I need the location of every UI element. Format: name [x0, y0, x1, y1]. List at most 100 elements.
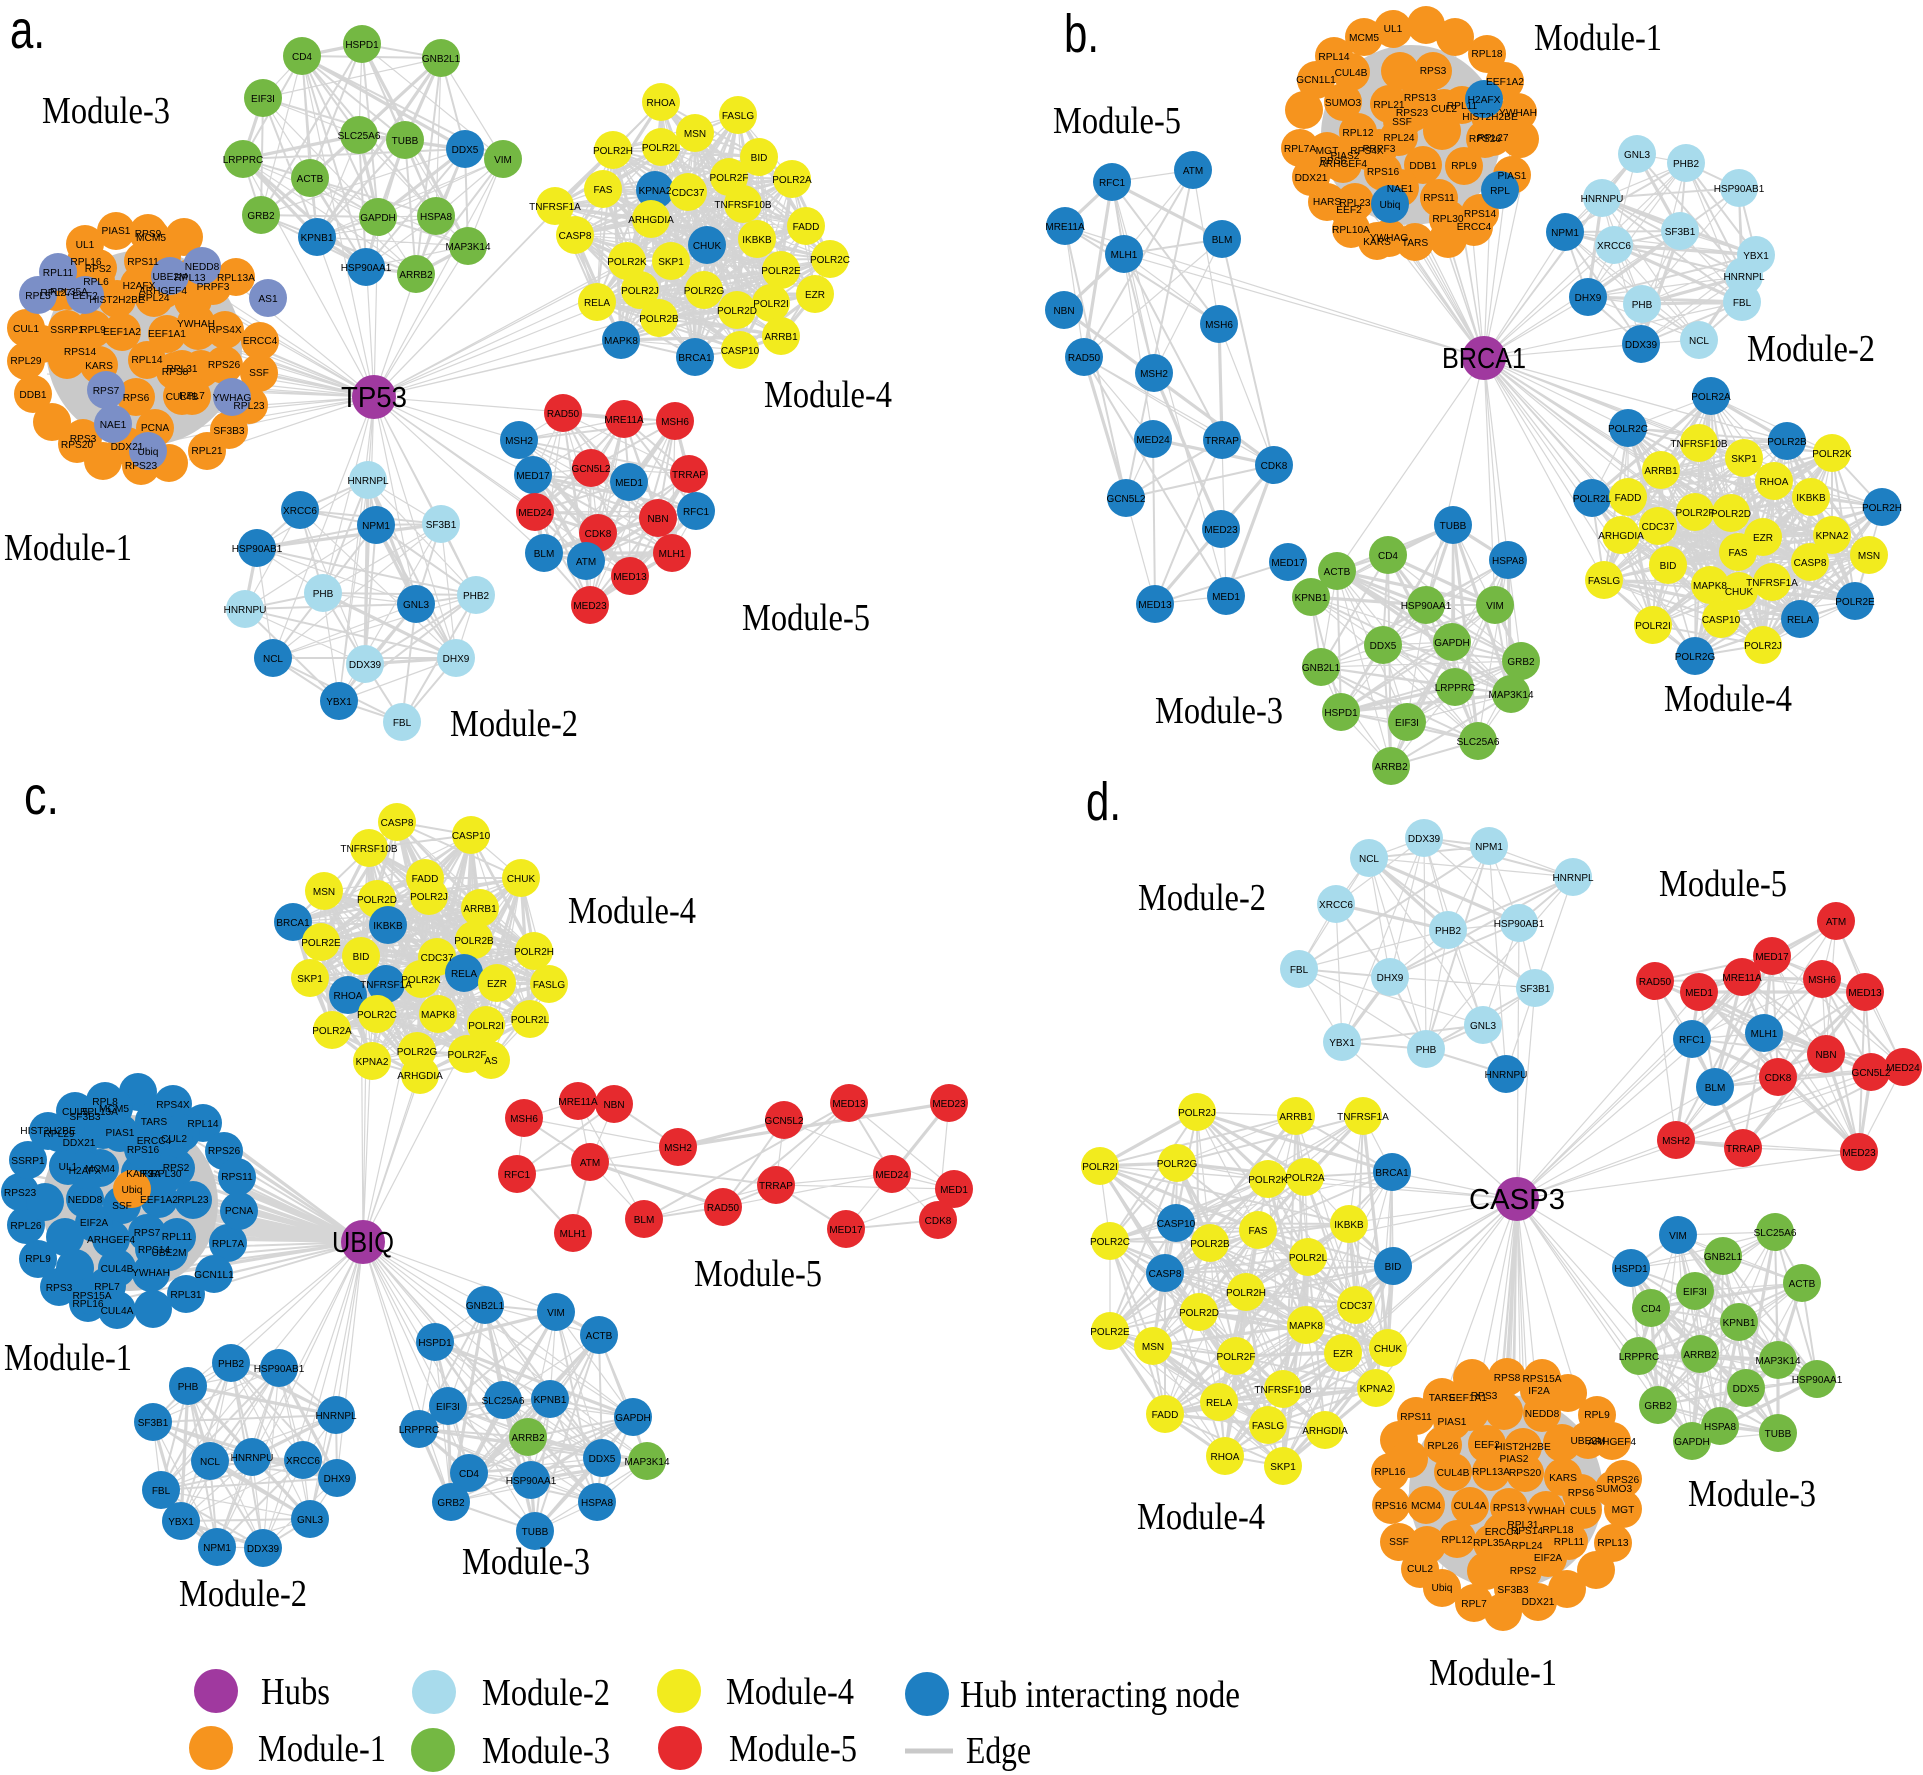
svg-text:SF3B1: SF3B1 — [426, 520, 457, 531]
svg-text:DDX5: DDX5 — [589, 1454, 616, 1465]
svg-text:LRPPRC: LRPPRC — [1435, 683, 1476, 694]
svg-text:BRCA1: BRCA1 — [1375, 1168, 1409, 1179]
svg-text:MLH1: MLH1 — [560, 1229, 587, 1240]
svg-text:HSP90AA1: HSP90AA1 — [1792, 1375, 1843, 1386]
svg-text:GNB2L1: GNB2L1 — [1302, 663, 1341, 674]
svg-text:SF3B1: SF3B1 — [1665, 227, 1696, 238]
svg-text:FADD: FADD — [1152, 1410, 1179, 1421]
svg-text:RPL11: RPL11 — [1447, 101, 1478, 112]
svg-text:DHX9: DHX9 — [1377, 973, 1404, 984]
svg-text:Module-4: Module-4 — [568, 890, 696, 932]
svg-text:TARS: TARS — [1402, 238, 1429, 249]
svg-text:MCM4: MCM4 — [85, 1164, 115, 1175]
svg-text:TARS: TARS — [141, 1117, 168, 1128]
svg-text:RPS11: RPS11 — [1400, 1412, 1432, 1423]
svg-text:MAPK8: MAPK8 — [421, 1010, 455, 1021]
svg-text:PCNA: PCNA — [141, 423, 170, 434]
svg-text:RPL12: RPL12 — [1342, 128, 1373, 139]
svg-text:MAP3K14: MAP3K14 — [1488, 690, 1533, 701]
svg-text:MSH6: MSH6 — [510, 1114, 538, 1125]
svg-text:ARRB1: ARRB1 — [463, 904, 497, 915]
svg-text:MED13: MED13 — [1848, 988, 1882, 999]
svg-text:CASP8: CASP8 — [1794, 558, 1827, 569]
svg-text:POLR2K: POLR2K — [401, 975, 441, 986]
svg-text:HSPA8: HSPA8 — [420, 212, 452, 223]
svg-text:PIAS2: PIAS2 — [1500, 1454, 1529, 1465]
svg-text:MRE11A: MRE11A — [1045, 222, 1085, 233]
svg-text:EIF3I: EIF3I — [1395, 718, 1419, 729]
svg-text:POLR2G: POLR2G — [1157, 1159, 1198, 1170]
svg-text:ARRB2: ARRB2 — [511, 1433, 545, 1444]
svg-text:YBX1: YBX1 — [1743, 251, 1769, 262]
svg-text:YWHAH: YWHAH — [132, 1268, 170, 1279]
svg-text:Module-5: Module-5 — [742, 597, 870, 639]
svg-text:HSP90AA1: HSP90AA1 — [341, 263, 392, 274]
svg-text:YWHAH: YWHAH — [1499, 108, 1537, 119]
svg-text:HSP90AB1: HSP90AB1 — [1714, 184, 1765, 195]
svg-text:SF3B3: SF3B3 — [69, 1112, 100, 1123]
svg-text:MED23: MED23 — [932, 1099, 966, 1110]
svg-text:ARHGEF4: ARHGEF4 — [139, 286, 187, 297]
svg-text:FASLG: FASLG — [722, 111, 754, 122]
svg-text:POLR2F: POLR2F — [448, 1050, 487, 1061]
svg-text:HIST2H2BE: HIST2H2BE — [20, 1126, 76, 1137]
svg-text:CDC37: CDC37 — [1340, 1301, 1373, 1312]
svg-text:RPS14: RPS14 — [138, 1245, 171, 1256]
svg-text:ARRB2: ARRB2 — [1683, 1350, 1717, 1361]
svg-text:TNFRSF10B: TNFRSF10B — [1254, 1385, 1312, 1396]
svg-text:DHX9: DHX9 — [324, 1474, 351, 1485]
svg-text:ARHGDIA: ARHGDIA — [397, 1071, 443, 1082]
svg-text:RPL24: RPL24 — [138, 293, 169, 304]
svg-text:FASLG: FASLG — [1588, 576, 1620, 587]
svg-text:LRPPRC: LRPPRC — [1619, 1352, 1660, 1363]
svg-text:H2AFX: H2AFX — [123, 281, 156, 292]
svg-text:Module-1: Module-1 — [258, 1728, 386, 1770]
svg-text:EEF1A1: EEF1A1 — [1449, 1393, 1487, 1404]
svg-text:PIAS2: PIAS2 — [1331, 151, 1360, 162]
svg-text:MCM5: MCM5 — [136, 233, 166, 244]
svg-text:RFC1: RFC1 — [683, 507, 710, 518]
svg-text:NPM1: NPM1 — [203, 1543, 231, 1554]
svg-text:SLC25A6: SLC25A6 — [482, 1396, 525, 1407]
svg-text:EZR: EZR — [805, 290, 825, 301]
svg-text:EIF3I: EIF3I — [436, 1402, 460, 1413]
svg-text:PIAS1: PIAS1 — [1438, 1417, 1467, 1428]
svg-text:POLR2K: POLR2K — [607, 257, 647, 268]
svg-text:POLR2L: POLR2L — [1289, 1253, 1328, 1264]
svg-text:RHOA: RHOA — [1760, 477, 1789, 488]
svg-text:TRRAP: TRRAP — [1726, 1144, 1760, 1155]
svg-text:ARHGEF4: ARHGEF4 — [1319, 159, 1367, 170]
svg-text:ATM: ATM — [1826, 917, 1846, 928]
svg-text:SSRP1: SSRP1 — [50, 325, 84, 336]
svg-text:NPM1: NPM1 — [362, 521, 390, 532]
svg-text:RPS4X: RPS4X — [208, 325, 242, 336]
svg-text:RPL: RPL — [1490, 186, 1510, 197]
svg-text:Module-4: Module-4 — [726, 1671, 854, 1713]
svg-text:CDC37: CDC37 — [421, 953, 454, 964]
svg-text:EEF1A1: EEF1A1 — [148, 329, 186, 340]
svg-text:RPS2: RPS2 — [85, 264, 112, 275]
svg-text:POLR2I: POLR2I — [1635, 621, 1671, 632]
svg-text:MED24: MED24 — [875, 1170, 909, 1181]
svg-text:TUBB: TUBB — [1765, 1429, 1792, 1440]
svg-text:BRCA1: BRCA1 — [1442, 343, 1526, 375]
svg-text:MLH1: MLH1 — [1111, 250, 1138, 261]
svg-text:RPS4X: RPS4X — [156, 1100, 190, 1111]
svg-text:MSH2: MSH2 — [664, 1143, 692, 1154]
svg-text:POLR2H: POLR2H — [593, 146, 633, 157]
svg-text:MAP3K14: MAP3K14 — [624, 1457, 669, 1468]
svg-text:RPS11: RPS11 — [221, 1172, 253, 1183]
svg-text:YBX1: YBX1 — [326, 697, 352, 708]
svg-text:RAD50: RAD50 — [1639, 977, 1672, 988]
svg-text:RPL7: RPL7 — [94, 1282, 120, 1293]
svg-text:RPL29: RPL29 — [43, 1129, 74, 1140]
svg-text:DDX39: DDX39 — [349, 660, 382, 671]
svg-text:SF3B1: SF3B1 — [138, 1418, 169, 1429]
svg-text:PHB2: PHB2 — [1435, 926, 1462, 937]
svg-text:MED13: MED13 — [832, 1099, 866, 1110]
svg-text:EZR: EZR — [1333, 1349, 1353, 1360]
svg-text:MED23: MED23 — [1842, 1148, 1876, 1159]
svg-text:ACTB: ACTB — [586, 1331, 613, 1342]
svg-text:RPL12: RPL12 — [1441, 1535, 1472, 1546]
svg-text:NEDD8: NEDD8 — [68, 1195, 103, 1206]
